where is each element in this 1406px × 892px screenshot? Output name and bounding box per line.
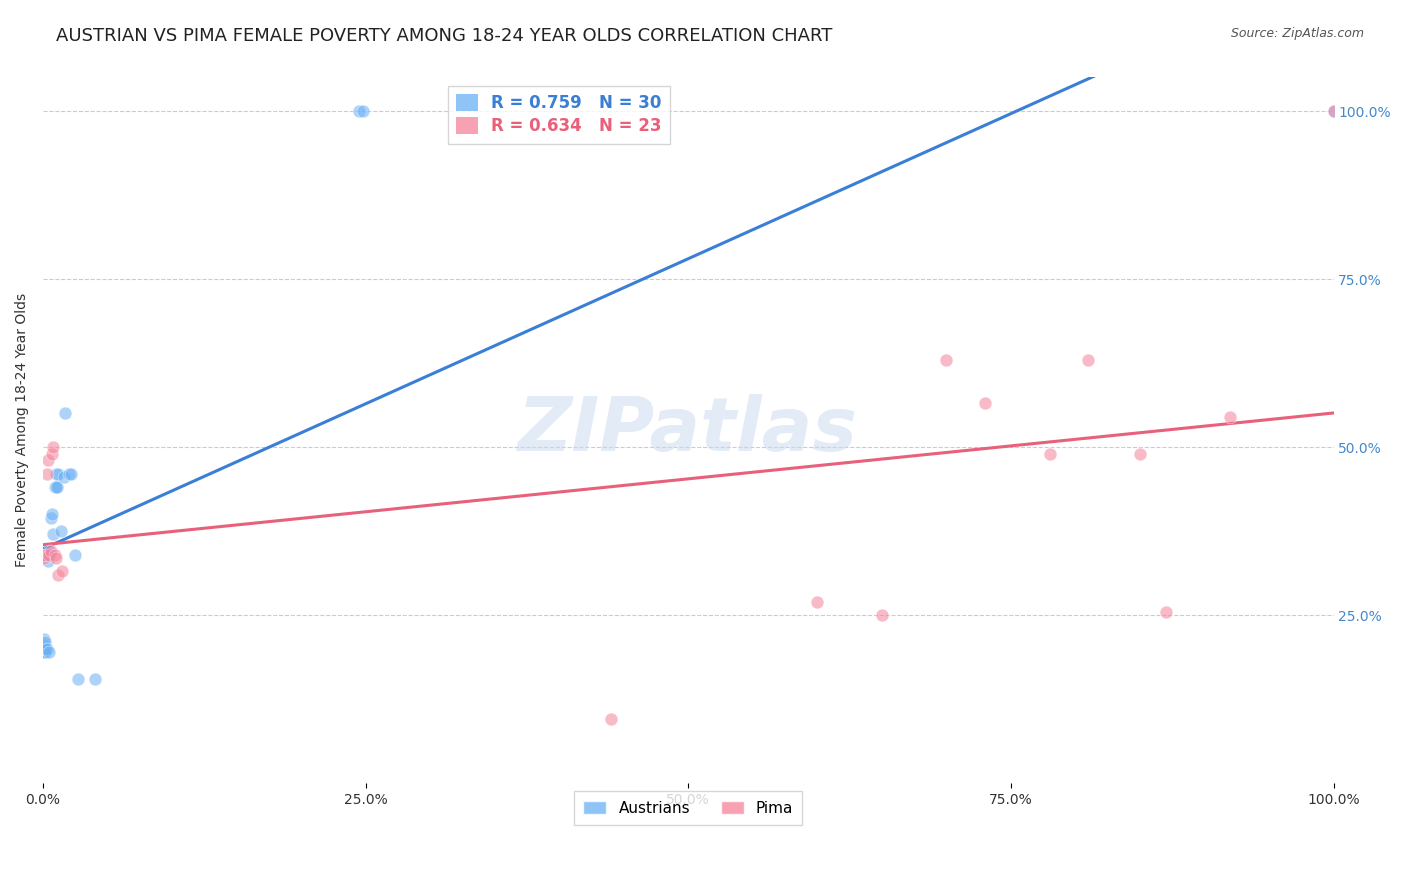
- Point: [1322, 103, 1344, 118]
- Point: [347, 103, 370, 118]
- Point: [32, 645, 55, 659]
- Point: [66, 672, 89, 686]
- Point: [32, 550, 55, 565]
- Point: [41, 508, 63, 522]
- Point: [38, 548, 60, 562]
- Point: [58, 467, 80, 481]
- Point: [32, 638, 55, 652]
- Point: [51, 565, 73, 579]
- Point: [599, 712, 621, 726]
- Point: [39, 544, 62, 558]
- Point: [870, 608, 893, 623]
- Text: ZIPatlas: ZIPatlas: [519, 393, 858, 467]
- Point: [48, 467, 70, 481]
- Point: [42, 527, 65, 541]
- Point: [45, 467, 67, 481]
- Point: [37, 554, 59, 568]
- Text: AUSTRIAN VS PIMA FEMALE POVERTY AMONG 18-24 YEAR OLDS CORRELATION CHART: AUSTRIAN VS PIMA FEMALE POVERTY AMONG 18…: [56, 27, 832, 45]
- Point: [60, 467, 83, 481]
- Text: Source: ZipAtlas.com: Source: ZipAtlas.com: [1230, 27, 1364, 40]
- Point: [49, 524, 72, 538]
- Y-axis label: Female Poverty Among 18-24 Year Olds: Female Poverty Among 18-24 Year Olds: [15, 293, 30, 567]
- Point: [1219, 409, 1241, 424]
- Point: [974, 396, 997, 410]
- Point: [34, 645, 56, 659]
- Legend: Austrians, Pima: Austrians, Pima: [574, 791, 803, 825]
- Point: [35, 467, 58, 481]
- Point: [41, 447, 63, 461]
- Point: [63, 548, 86, 562]
- Point: [39, 510, 62, 524]
- Point: [42, 440, 65, 454]
- Point: [44, 548, 66, 562]
- Point: [1154, 605, 1177, 619]
- Point: [1077, 352, 1099, 367]
- Point: [1322, 103, 1344, 118]
- Point: [806, 594, 828, 608]
- Point: [53, 406, 76, 420]
- Point: [45, 480, 67, 494]
- Point: [352, 103, 374, 118]
- Point: [45, 550, 67, 565]
- Point: [35, 641, 58, 656]
- Point: [935, 352, 957, 367]
- Point: [35, 548, 58, 562]
- Point: [1129, 447, 1152, 461]
- Point: [44, 480, 66, 494]
- Point: [83, 672, 105, 686]
- Point: [38, 645, 60, 659]
- Point: [34, 548, 56, 562]
- Point: [48, 567, 70, 582]
- Point: [34, 641, 56, 656]
- Point: [46, 480, 69, 494]
- Point: [37, 453, 59, 467]
- Point: [1038, 447, 1060, 461]
- Point: [34, 635, 56, 649]
- Point: [32, 632, 55, 646]
- Point: [38, 544, 60, 558]
- Point: [52, 470, 75, 484]
